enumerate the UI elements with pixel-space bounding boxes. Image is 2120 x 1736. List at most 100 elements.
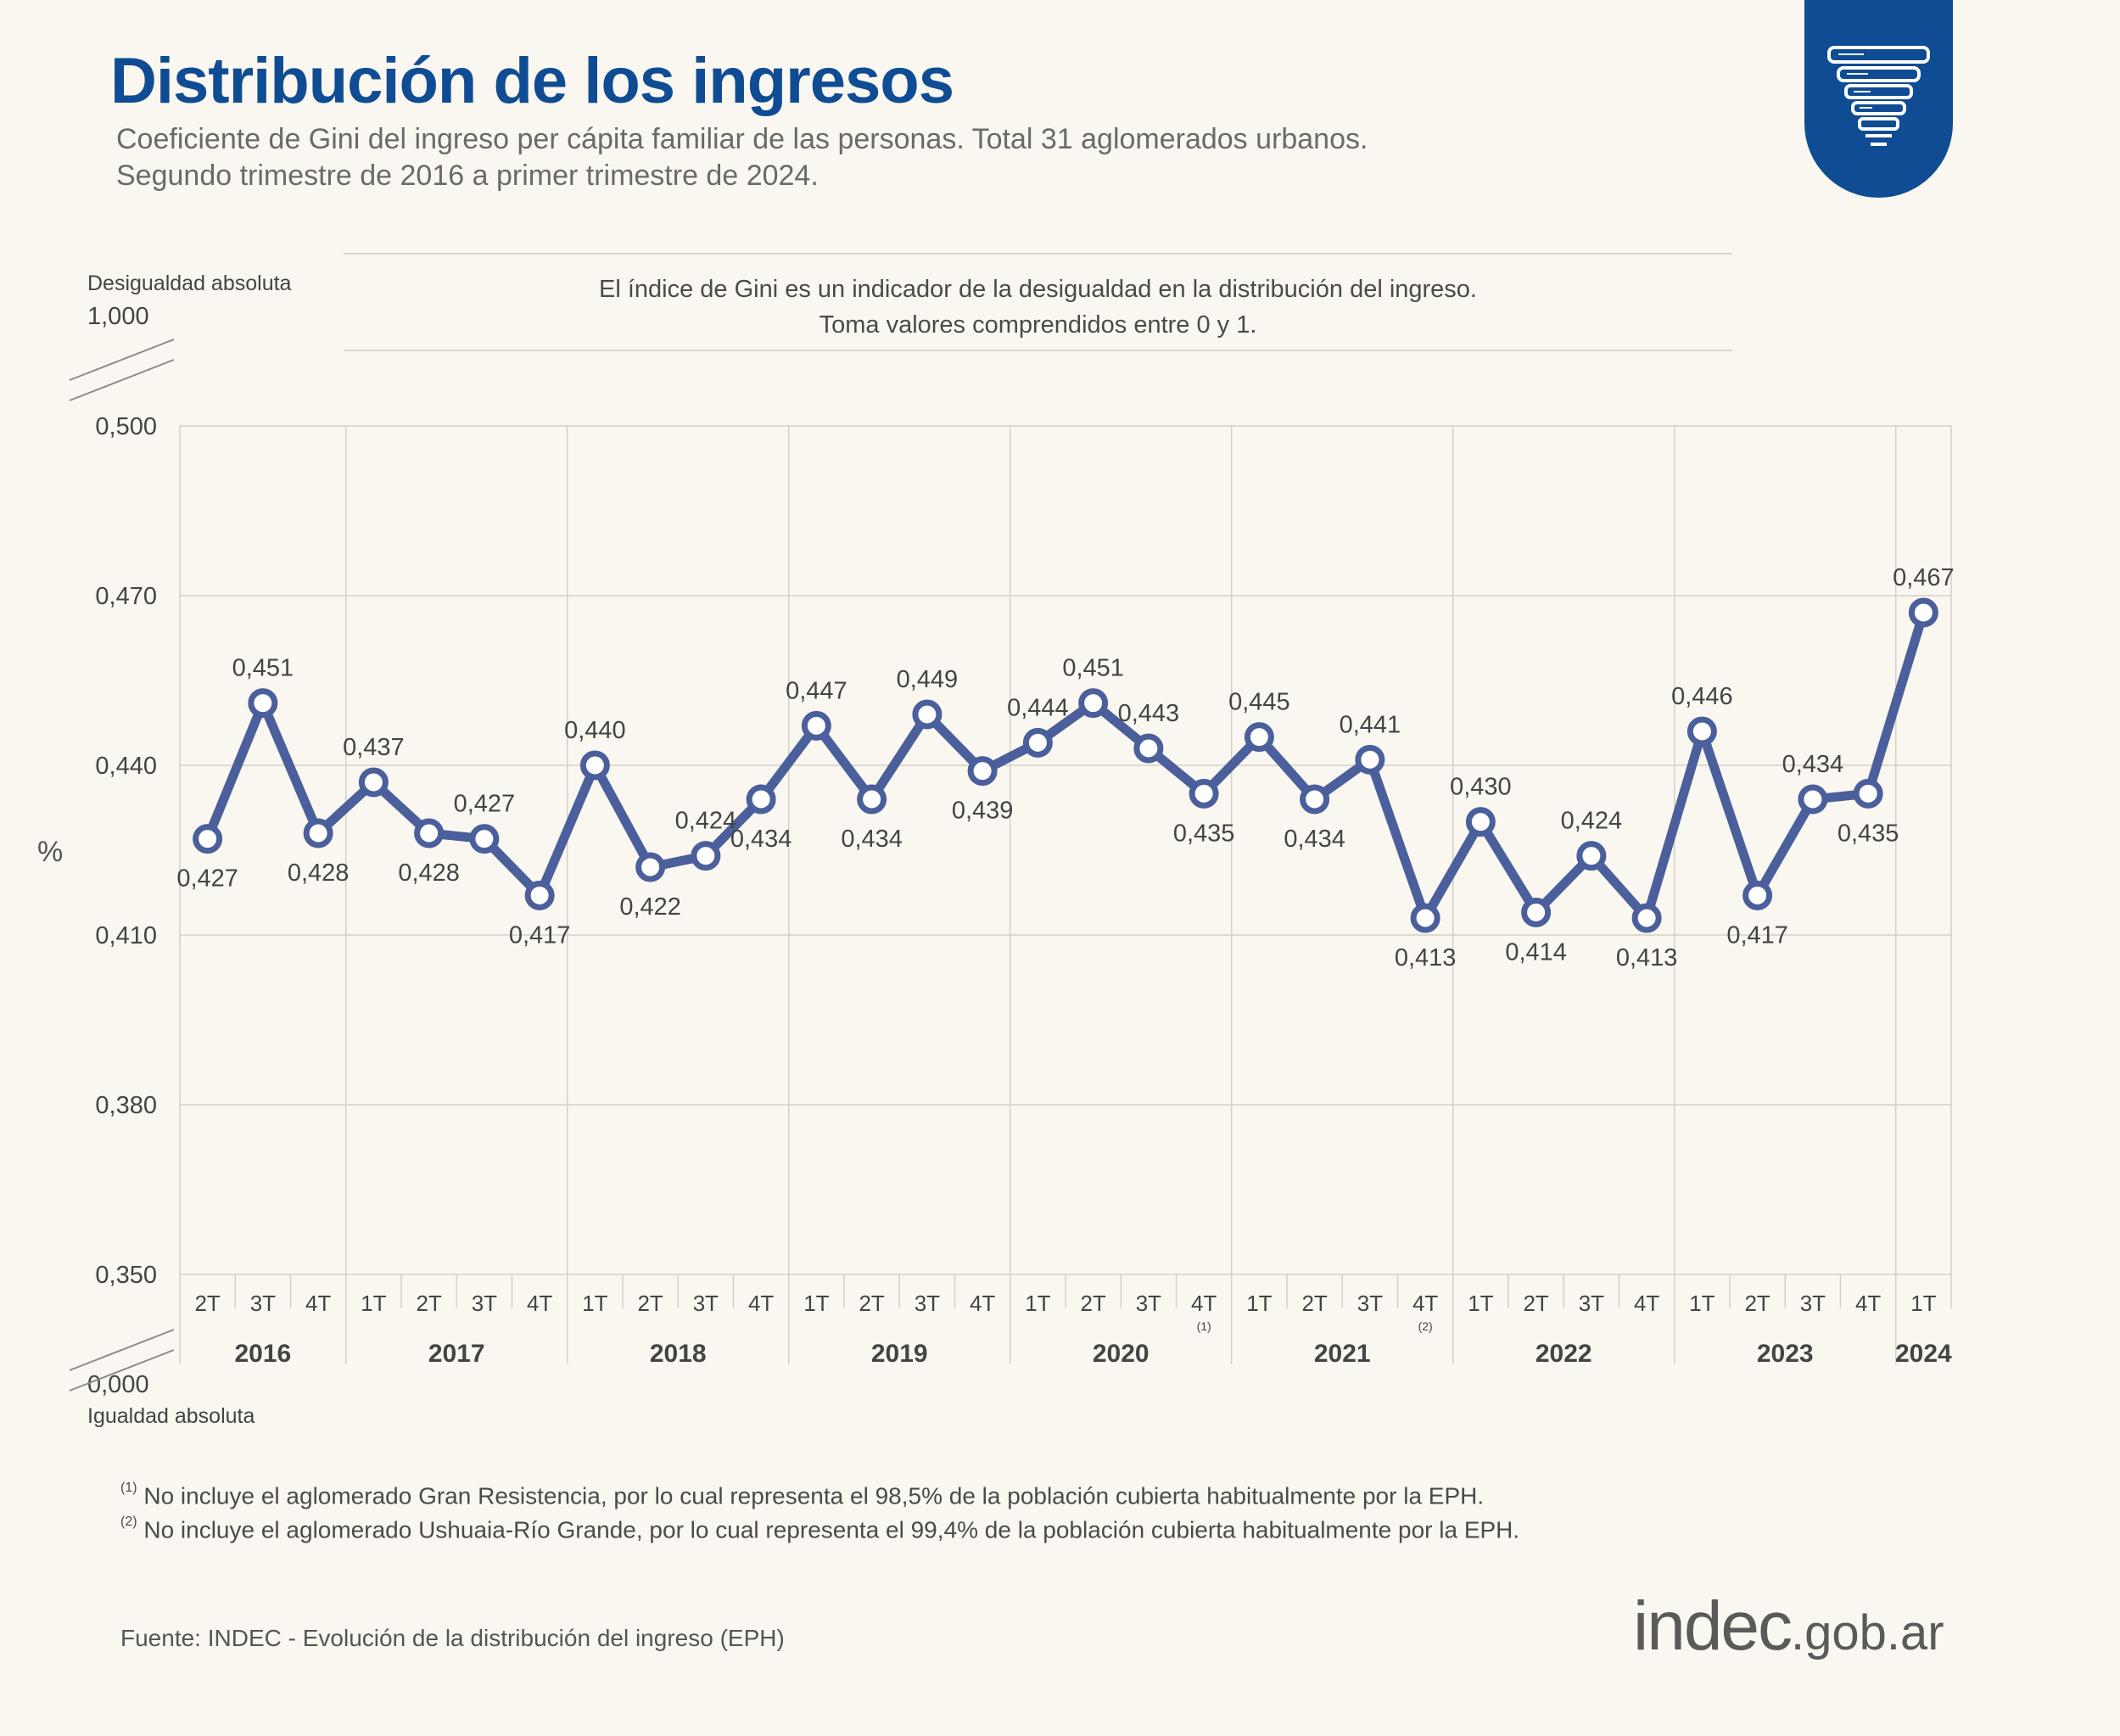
- data-point: [1908, 597, 1938, 628]
- year-label: 2021: [1314, 1340, 1371, 1368]
- data-point: [1798, 784, 1828, 815]
- data-label: 0,427: [176, 865, 238, 893]
- x-tick-label: 2T: [1523, 1291, 1548, 1316]
- data-point: [1686, 716, 1717, 747]
- x-tick-label: 2T: [194, 1291, 220, 1316]
- x-tick-label: 4T: [1855, 1291, 1881, 1316]
- y-tick-label: 0,350: [95, 1262, 157, 1289]
- data-label: 0,441: [1340, 711, 1401, 738]
- data-point: [635, 852, 666, 882]
- category-footnote-mark: (2): [1418, 1319, 1433, 1333]
- x-tick-label: 2T: [1080, 1291, 1105, 1316]
- subtitle-line-2: Segundo trimestre de 2016 a primer trime…: [116, 160, 819, 192]
- x-tick-label: 1T: [1689, 1291, 1714, 1316]
- data-point: [1189, 778, 1219, 809]
- footnote-2-text: No incluye el aglomerado Ushuaia-Río Gra…: [137, 1516, 1520, 1543]
- data-point: [1576, 841, 1607, 871]
- year-label: 2019: [871, 1340, 928, 1368]
- data-label: 0,424: [1561, 808, 1623, 835]
- data-point: [801, 710, 831, 741]
- data-point: [414, 818, 445, 848]
- y-axis-unit: %: [37, 836, 64, 868]
- x-tick-label: 3T: [1800, 1291, 1826, 1316]
- axis-break-marks: [69, 339, 175, 1392]
- footnote-2: (2) No incluye el aglomerado Ushuaia-Río…: [120, 1510, 1519, 1544]
- subtitle-line-1: Coeficiente de Gini del ingreso per cápi…: [116, 123, 1368, 155]
- data-label: 0,439: [952, 798, 1014, 825]
- footnotes: (1) No incluye el aglomerado Gran Resist…: [120, 1476, 1519, 1545]
- indec-logo[interactable]: indec.gob.ar: [1633, 1587, 1944, 1666]
- x-tick-label: 2T: [1301, 1291, 1327, 1316]
- y-tick-label: 0,470: [95, 583, 157, 610]
- x-tick-label: 4T: [1412, 1291, 1438, 1316]
- x-tick-label: 2T: [637, 1291, 663, 1316]
- data-point: [1133, 733, 1164, 764]
- data-point: [746, 784, 776, 815]
- x-tick-label: 4T: [305, 1291, 331, 1316]
- info-line-1: El índice de Gini es un indicador de la …: [599, 276, 1477, 303]
- x-tick-label: 1T: [582, 1291, 607, 1316]
- data-point: [524, 880, 555, 910]
- x-tick-label: 1T: [803, 1291, 829, 1316]
- data-label: 0,434: [841, 826, 903, 853]
- data-label: 0,451: [1062, 655, 1124, 682]
- year-label: 2016: [235, 1340, 292, 1368]
- data-label: 0,449: [897, 666, 959, 693]
- year-label: 2024: [1895, 1340, 1952, 1368]
- x-tick-label: 2T: [1744, 1291, 1770, 1316]
- data-point: [1742, 880, 1773, 910]
- data-label: 0,467: [1893, 564, 1955, 591]
- info-line-2: Toma valores comprendidos entre 0 y 1.: [819, 311, 1257, 339]
- gini-info-box: El índice de Gini es un indicador de la …: [344, 253, 1732, 351]
- data-point: [469, 824, 500, 854]
- logo-part-2: dec: [1683, 1588, 1793, 1665]
- data-point: [1521, 897, 1552, 927]
- footnote-1: (1) No incluye el aglomerado Gran Resist…: [120, 1476, 1519, 1510]
- data-label: 0,427: [454, 791, 516, 818]
- income-distribution-badge: [1804, 0, 1953, 198]
- y-min-value: 0,000: [87, 1371, 149, 1398]
- footnote-1-mark: (1): [120, 1481, 137, 1495]
- data-point: [1022, 727, 1053, 758]
- data-label: 0,445: [1228, 689, 1290, 716]
- income-pyramid-icon: [1827, 46, 1930, 146]
- x-tick-label: 4T: [1634, 1291, 1659, 1316]
- data-point: [248, 688, 278, 719]
- data-label: 0,435: [1173, 820, 1235, 847]
- data-point: [1355, 744, 1385, 775]
- data-label: 0,451: [232, 655, 294, 682]
- x-tick-label: 2T: [859, 1291, 884, 1316]
- data-label: 0,434: [1284, 826, 1345, 853]
- data-label: 0,434: [1782, 751, 1844, 778]
- footnote-2-mark: (2): [120, 1515, 137, 1530]
- year-label: 2018: [650, 1340, 707, 1368]
- category-footnote-mark: (1): [1197, 1319, 1211, 1333]
- data-point: [967, 756, 998, 787]
- y-tick-label: 0,380: [95, 1092, 157, 1119]
- data-label: 0,446: [1671, 683, 1733, 710]
- year-label: 2022: [1535, 1340, 1592, 1368]
- data-point: [691, 841, 721, 871]
- y-tick-label: 0,410: [95, 922, 157, 949]
- data-point: [912, 699, 943, 730]
- x-tick-label: 4T: [748, 1291, 774, 1316]
- year-label: 2023: [1757, 1340, 1814, 1368]
- data-label: 0,417: [509, 921, 571, 949]
- data-label: 0,440: [564, 717, 626, 744]
- data-label: 0,443: [1118, 700, 1180, 727]
- x-tick-label: 3T: [693, 1291, 719, 1316]
- year-label: 2017: [428, 1340, 485, 1368]
- x-tick-label: 4T: [970, 1291, 995, 1316]
- data-point: [1410, 903, 1440, 933]
- data-label: 0,414: [1505, 938, 1567, 966]
- year-label: 2020: [1093, 1340, 1149, 1368]
- source-note: Fuente: INDEC - Evolución de la distribu…: [120, 1625, 785, 1651]
- data-point: [303, 818, 333, 848]
- data-label: 0,434: [730, 826, 792, 853]
- footnote-1-text: No incluye el aglomerado Gran Resistenci…: [137, 1482, 1485, 1509]
- page-title: Distribución de los ingresos: [110, 45, 954, 117]
- x-tick-label: 1T: [1468, 1291, 1493, 1316]
- data-label: 0,417: [1726, 921, 1788, 949]
- x-tick-label: 1T: [361, 1291, 386, 1316]
- logo-domain: .gob.ar: [1791, 1605, 1944, 1660]
